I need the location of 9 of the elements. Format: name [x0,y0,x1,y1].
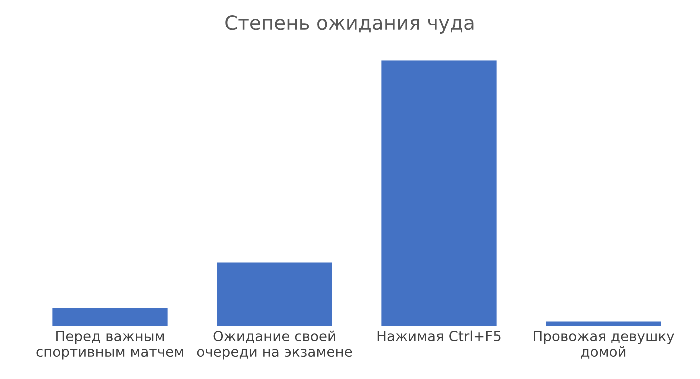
bar [217,262,332,326]
chart-title: Степень ожидания чуда [226,16,474,34]
x-tick-label: Ожидание своей очереди на экзамене [197,330,352,360]
bar [382,60,497,326]
bar [546,322,662,326]
x-tick-label: Нажимая Ctrl+F5 [378,330,501,342]
x-tick-label: Провожая девушку домой [534,331,674,359]
x-tick-label: Перед важным спортивным матчем [36,331,184,360]
bar [52,308,168,326]
